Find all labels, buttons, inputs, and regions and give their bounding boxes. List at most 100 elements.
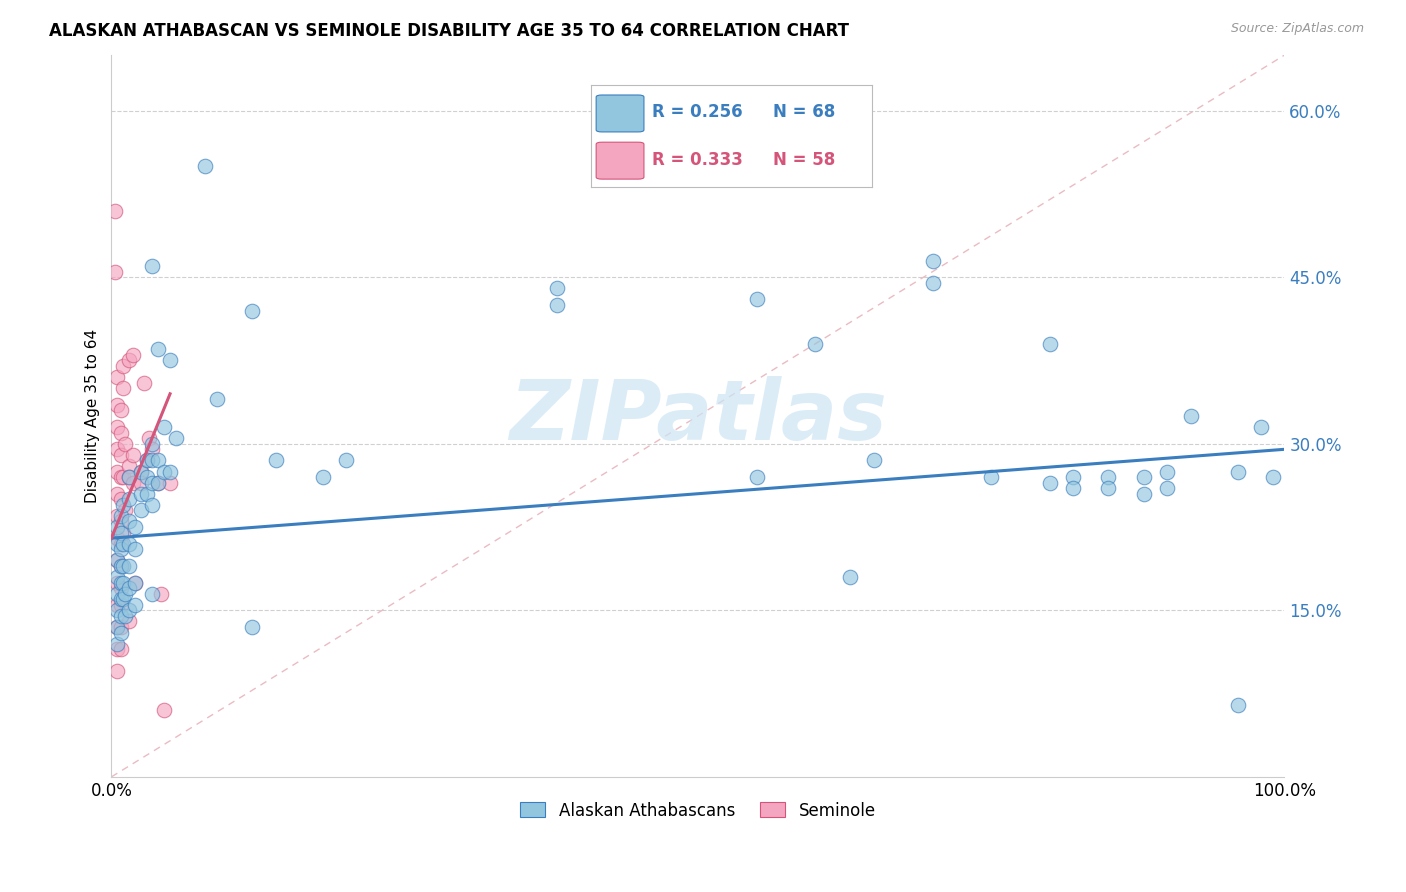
Point: [105, 620, 128, 634]
Point: [118, 470, 141, 484]
Point: [105, 442, 128, 457]
Point: [546, 298, 568, 312]
Point: [110, 625, 132, 640]
Point: [110, 575, 132, 590]
Point: [839, 570, 862, 584]
Point: [745, 293, 768, 307]
Point: [118, 515, 141, 529]
Point: [114, 503, 136, 517]
Text: R = 0.256: R = 0.256: [652, 103, 742, 121]
FancyBboxPatch shape: [596, 142, 644, 179]
Point: [921, 253, 943, 268]
Point: [205, 392, 228, 407]
Point: [104, 203, 127, 218]
Point: [105, 587, 128, 601]
Point: [110, 542, 132, 557]
Point: [1156, 465, 1178, 479]
Point: [118, 581, 141, 595]
Point: [153, 703, 176, 717]
Legend: Alaskan Athabascans, Seminole: Alaskan Athabascans, Seminole: [513, 795, 882, 826]
Point: [112, 470, 135, 484]
Point: [141, 587, 163, 601]
Point: [134, 376, 156, 390]
Point: [105, 487, 128, 501]
Point: [1226, 465, 1249, 479]
Point: [118, 603, 141, 617]
Point: [129, 475, 152, 490]
Point: [118, 615, 141, 629]
Point: [110, 620, 132, 634]
Point: [240, 620, 263, 634]
Point: [141, 475, 163, 490]
Point: [112, 575, 135, 590]
Text: ALASKAN ATHABASCAN VS SEMINOLE DISABILITY AGE 35 TO 64 CORRELATION CHART: ALASKAN ATHABASCAN VS SEMINOLE DISABILIT…: [49, 22, 849, 40]
Point: [112, 537, 135, 551]
Point: [153, 465, 176, 479]
Point: [311, 470, 333, 484]
Point: [1250, 420, 1272, 434]
Text: R = 0.333: R = 0.333: [652, 151, 744, 169]
Point: [129, 465, 152, 479]
Point: [112, 558, 135, 573]
Point: [110, 525, 132, 540]
Point: [159, 465, 181, 479]
Point: [335, 453, 357, 467]
Point: [153, 420, 176, 434]
Point: [112, 592, 135, 607]
Point: [1062, 470, 1084, 484]
Point: [105, 575, 128, 590]
Point: [110, 403, 132, 417]
Point: [1261, 470, 1284, 484]
Point: [148, 343, 170, 357]
Point: [1132, 487, 1154, 501]
Point: [135, 487, 157, 501]
Point: [110, 425, 132, 440]
Point: [165, 431, 187, 445]
Point: [141, 498, 163, 512]
Point: [148, 475, 170, 490]
Point: [110, 558, 132, 573]
Point: [118, 470, 141, 484]
Point: [118, 353, 141, 368]
Point: [110, 508, 132, 523]
Point: [118, 458, 141, 473]
Point: [112, 359, 135, 373]
Point: [1097, 470, 1119, 484]
Point: [148, 475, 170, 490]
Point: [124, 598, 146, 612]
Point: [135, 453, 157, 467]
Point: [141, 259, 163, 273]
Point: [1156, 481, 1178, 495]
Point: [105, 553, 128, 567]
Point: [105, 465, 128, 479]
Point: [118, 558, 141, 573]
Point: [921, 276, 943, 290]
FancyBboxPatch shape: [596, 95, 644, 132]
Point: [745, 470, 768, 484]
Point: [546, 281, 568, 295]
Point: [240, 303, 263, 318]
Point: [124, 520, 146, 534]
Point: [114, 608, 136, 623]
Point: [104, 265, 127, 279]
Point: [159, 353, 181, 368]
Text: Source: ZipAtlas.com: Source: ZipAtlas.com: [1230, 22, 1364, 36]
Point: [110, 492, 132, 507]
Point: [121, 348, 143, 362]
Point: [148, 453, 170, 467]
Point: [112, 381, 135, 395]
Point: [804, 336, 827, 351]
Point: [138, 431, 160, 445]
Point: [1097, 481, 1119, 495]
Point: [105, 370, 128, 384]
Point: [112, 498, 135, 512]
Point: [1039, 336, 1062, 351]
Point: [105, 531, 128, 545]
Point: [110, 537, 132, 551]
Point: [141, 453, 163, 467]
Point: [105, 420, 128, 434]
Point: [105, 598, 128, 612]
Point: [105, 553, 128, 567]
Point: [264, 453, 287, 467]
Point: [110, 558, 132, 573]
